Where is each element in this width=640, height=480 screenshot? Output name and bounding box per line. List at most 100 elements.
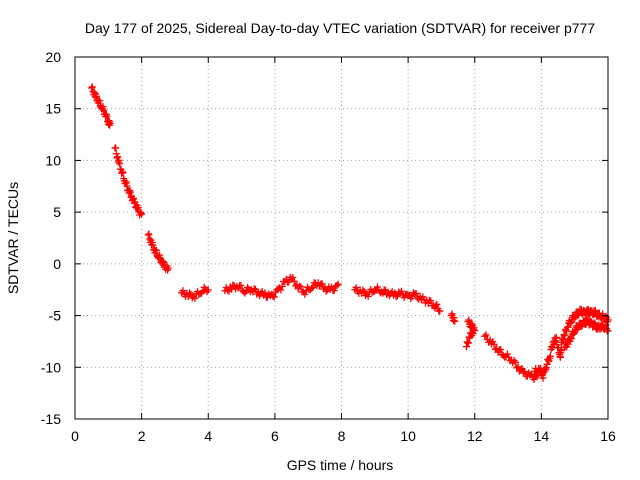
data-point [145,230,153,238]
y-tick-label: 15 [45,101,61,117]
data-point [116,160,124,168]
data-point [463,338,471,346]
y-tick-label: 20 [45,49,61,65]
data-point [511,358,519,366]
data-point [122,178,130,186]
data-point [552,337,560,345]
data-point [490,340,498,348]
data-point [309,283,317,291]
data-point [159,257,167,265]
data-point [296,282,304,290]
data-marks [88,83,612,383]
axis-ticks [74,56,609,420]
data-point [250,285,258,293]
data-point [96,97,104,105]
y-tick-labels: -15 -10 -5 0 5 10 15 20 [41,49,61,427]
data-point [352,284,360,292]
data-point [297,283,305,291]
data-point [146,235,154,243]
data-point [112,150,120,158]
data-point [88,83,96,91]
data-point [269,292,277,300]
data-point [411,290,419,298]
data-point [123,182,131,190]
data-point [144,231,152,239]
data-point [569,330,577,338]
data-point [99,103,107,111]
data-point [561,332,569,340]
y-tick-label: -10 [41,359,61,375]
data-point [412,289,420,297]
data-point [570,329,578,337]
data-point [164,264,172,272]
data-point [564,323,572,331]
data-point [237,281,245,289]
data-point [545,357,553,365]
data-point [567,334,575,342]
data-point [563,327,571,335]
data-point [330,287,338,295]
data-point [333,282,341,290]
data-point [92,92,100,100]
data-point [546,352,554,360]
y-tick-label: 10 [45,152,61,168]
data-point [397,287,405,295]
data-point [497,345,505,353]
data-point [371,287,379,295]
data-point [448,310,456,318]
data-point [229,281,237,289]
y-tick-label: -15 [41,411,61,427]
data-point [106,119,114,127]
x-axis-label: GPS time / hours [287,457,394,473]
data-point [277,286,285,294]
data-point [138,210,146,218]
data-point [450,314,458,322]
x-tick-label: 14 [534,428,550,444]
data-point [462,343,470,351]
data-point [278,282,286,290]
data-point [521,368,529,376]
data-point [503,350,511,358]
data-point [204,286,212,294]
data-point [464,339,472,347]
x-tick-label: 4 [204,428,212,444]
data-point [308,284,316,292]
data-point [152,246,160,254]
data-point [261,289,269,297]
data-point [130,194,138,202]
data-point [126,188,134,196]
y-tick-label: -5 [49,308,62,324]
data-point [436,307,444,315]
data-point [103,112,111,120]
data-point [134,203,142,211]
data-point [301,290,309,298]
data-point [465,316,473,324]
data-point [539,374,547,382]
data-point [469,330,477,338]
data-point [270,293,278,301]
grid-lines [75,57,608,419]
y-axis-label: SDTVAR / TECUs [5,182,21,294]
data-point [559,336,567,344]
data-point [179,287,187,295]
data-point [427,297,435,305]
x-tick-label: 0 [71,428,79,444]
data-point [468,320,476,328]
data-point [100,106,108,114]
x-tick-label: 16 [600,428,616,444]
data-point [88,84,96,92]
data-point [114,158,122,166]
data-point [118,168,126,176]
data-point [542,365,550,373]
data-point [191,294,199,302]
data-point [126,187,134,195]
x-tick-label: 12 [467,428,483,444]
data-point [119,169,127,177]
data-point [137,209,145,217]
x-tick-labels: 0 2 4 6 8 10 12 14 16 [71,428,616,444]
chart-title: Day 177 of 2025, Sidereal Day-to-day VTE… [85,20,595,36]
data-point [567,335,575,343]
data-point [160,258,168,266]
data-point [115,156,123,164]
data-point [289,273,297,281]
